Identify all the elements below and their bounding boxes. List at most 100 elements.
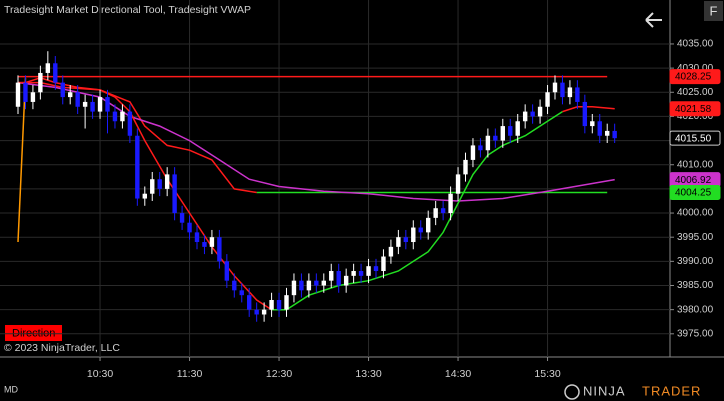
x-tick-label: 14:30 xyxy=(445,368,471,380)
candle-body xyxy=(388,246,394,257)
footer-left: MD xyxy=(4,384,18,394)
y-tick-label: 4035.00 xyxy=(677,39,714,50)
panel-button[interactable] xyxy=(704,1,723,21)
candle-body xyxy=(68,92,73,98)
candle-body xyxy=(515,121,520,136)
candle-body xyxy=(343,275,349,286)
candle-body xyxy=(411,227,416,243)
candle-body xyxy=(605,130,610,136)
candle-body xyxy=(321,280,326,286)
candle-body xyxy=(209,237,215,247)
candle-body xyxy=(120,111,125,122)
candle-body xyxy=(276,299,282,310)
candle-body xyxy=(612,130,617,139)
price-marker xyxy=(669,69,721,85)
price-marker-label: 4021.58 xyxy=(675,104,712,115)
candle-body xyxy=(366,266,371,276)
candle-body xyxy=(90,101,95,112)
candle-body xyxy=(164,174,170,189)
indicator-line xyxy=(17,77,27,243)
candle-body xyxy=(597,121,602,136)
panel-button-label: F xyxy=(710,3,718,18)
candle-body xyxy=(448,193,453,214)
candle-body xyxy=(15,82,21,107)
candle-body xyxy=(470,145,476,160)
direction-button[interactable] xyxy=(5,325,62,341)
candle-body xyxy=(590,121,595,127)
candle-body xyxy=(433,208,438,218)
x-tick-label: 10:30 xyxy=(87,368,113,380)
candle-body xyxy=(560,82,565,98)
candle-body xyxy=(426,217,431,233)
y-tick-label: 4025.00 xyxy=(677,87,714,98)
candle-body xyxy=(299,280,304,291)
candle-body xyxy=(194,232,200,243)
price-marker xyxy=(669,101,721,117)
y-tick-label: 3985.00 xyxy=(677,280,714,291)
copyright: © 2023 NinjaTrader, LLC xyxy=(4,342,120,354)
y-tick-label: 4020.00 xyxy=(677,111,714,122)
logo-right: TRADER xyxy=(642,383,701,398)
candle-body xyxy=(30,92,36,102)
candle-body xyxy=(418,227,423,233)
logo-left: NINJA xyxy=(583,383,626,398)
candle-body xyxy=(232,280,237,291)
arrow-icon xyxy=(645,12,662,28)
candle-body xyxy=(493,135,498,141)
candle-body xyxy=(582,101,588,127)
logo-icon xyxy=(564,384,580,400)
candle-body xyxy=(522,111,528,122)
price-marker xyxy=(669,130,721,146)
y-tick-label: 3995.00 xyxy=(677,232,714,243)
candle-body xyxy=(82,101,88,107)
candle-body xyxy=(530,111,535,117)
back-arrow[interactable] xyxy=(645,12,662,28)
candle-body xyxy=(373,266,379,272)
candle-body xyxy=(508,126,513,136)
candle-body xyxy=(552,82,558,93)
x-tick-label: 13:30 xyxy=(355,368,381,380)
candle-body xyxy=(239,290,244,296)
candle-body xyxy=(440,208,446,214)
x-tick-label: 15:30 xyxy=(534,368,560,380)
price-marker xyxy=(669,185,721,201)
candle-body xyxy=(38,72,43,93)
y-tick-label: 3975.00 xyxy=(677,328,714,339)
candle-body xyxy=(381,256,386,272)
chart-title: Tradesight Market Directional Tool, Trad… xyxy=(4,4,251,16)
candle-body xyxy=(150,179,155,194)
candle-body xyxy=(575,87,580,102)
y-tick-label: 4030.00 xyxy=(677,63,714,74)
candle-body xyxy=(329,271,334,281)
candle-body xyxy=(291,280,297,296)
price-marker-label: 4004.25 xyxy=(675,188,712,199)
candle-body xyxy=(537,106,543,117)
y-tick-label: 3990.00 xyxy=(677,256,714,267)
y-tick-label: 3980.00 xyxy=(677,304,714,315)
candle-body xyxy=(306,280,312,291)
y-tick-label: 4010.00 xyxy=(677,159,714,170)
candle-body xyxy=(60,82,65,98)
price-marker-label: 4015.50 xyxy=(675,133,712,144)
candle-body xyxy=(351,271,356,276)
x-tick-label: 11:30 xyxy=(177,368,203,380)
candle-body xyxy=(284,295,289,310)
candle-body xyxy=(254,309,259,315)
candle-body xyxy=(112,111,118,122)
candle-body xyxy=(187,222,192,233)
candle-body xyxy=(179,213,185,223)
candle-body xyxy=(23,82,28,102)
candle-body xyxy=(396,237,401,247)
candle-body xyxy=(202,242,207,247)
candle-body xyxy=(224,261,230,281)
candle-body xyxy=(157,179,162,189)
y-tick-label: 4000.00 xyxy=(677,208,714,219)
candle-body xyxy=(135,135,140,199)
candle-body xyxy=(269,299,274,310)
candle-body xyxy=(463,159,468,175)
plot-area xyxy=(0,0,670,357)
price-marker-label: 4006.92 xyxy=(675,175,712,186)
candle-body xyxy=(53,63,58,83)
candle-body xyxy=(455,174,461,194)
